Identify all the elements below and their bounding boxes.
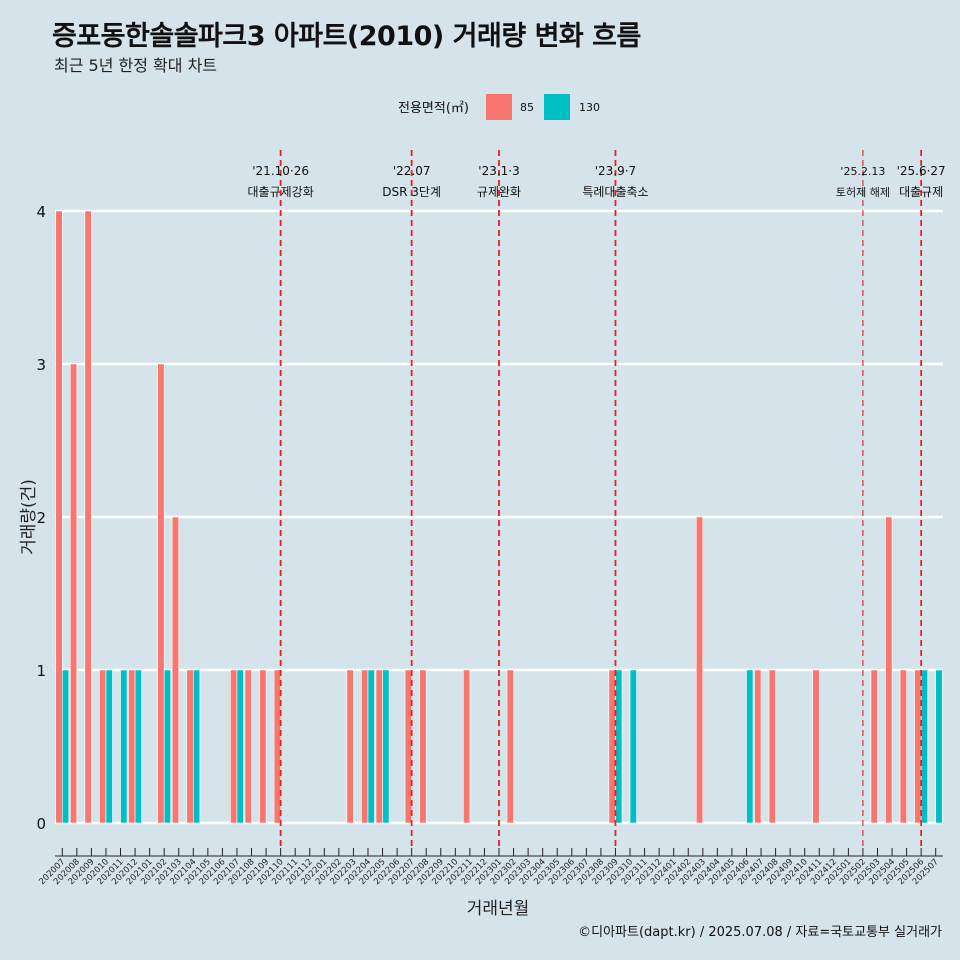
bar-85-202302 [506, 669, 514, 824]
bar-130-202507 [935, 669, 943, 824]
bars [55, 210, 943, 824]
legend: 전용면적(㎡) 85 130 [398, 94, 600, 120]
bar-85-202204 [361, 669, 369, 824]
bar-85-202411 [812, 669, 820, 824]
bar-130-202007 [61, 669, 70, 824]
bar-85-202008 [69, 363, 78, 824]
bar-130-202506 [920, 669, 929, 824]
event-label: 토허제 해제 [836, 185, 890, 199]
bar-85-202309 [608, 669, 616, 824]
bar-85-202503 [870, 669, 878, 824]
bar-130-202309 [615, 669, 623, 824]
event-date-label: '22.07 [393, 164, 431, 178]
bar-85-202102 [157, 363, 165, 824]
bar-85-202007 [55, 210, 63, 824]
event-date-label: '21.10·26 [252, 164, 309, 178]
bar-130-202102 [163, 669, 172, 824]
event-date-label: '25.6·27 [897, 164, 946, 178]
bar-130-202205 [382, 669, 390, 824]
chart-subtitle: 최근 5년 한정 확대 차트 [54, 56, 218, 75]
y-tick-label: 1 [36, 662, 46, 680]
event-label: 규제완화 [477, 185, 521, 199]
bar-85-202407 [754, 669, 762, 824]
y-axis-title: 거래량(건) [19, 479, 39, 555]
bar-85-202403 [695, 516, 704, 824]
bar-85-202009 [84, 210, 92, 824]
bar-85-202505 [899, 669, 907, 824]
bar-85-202504 [885, 516, 893, 824]
bar-85-202108 [244, 669, 252, 824]
event-label: 대출규제강화 [248, 185, 314, 199]
y-tick-label: 2 [36, 509, 46, 527]
y-axis-ticks: 0 1 2 3 4 [36, 203, 46, 833]
y-tick-label: 3 [36, 356, 46, 374]
bar-130-202104 [192, 669, 201, 824]
bar-85-202205 [375, 669, 383, 824]
legend-title: 전용면적(㎡) [398, 101, 469, 116]
bar-85-202107 [230, 669, 238, 824]
bar-85-202203 [346, 669, 354, 824]
y-tick-label: 0 [36, 815, 46, 833]
bar-130-202010 [105, 669, 113, 824]
legend-swatch-85 [486, 94, 512, 120]
event-date-label: '23.9·7 [595, 164, 636, 178]
bar-130-202011 [120, 669, 128, 824]
bar-130-202012 [134, 669, 142, 824]
event-date-label: '23.1·3 [478, 164, 519, 178]
bar-85-202010 [99, 669, 107, 824]
event-label: 특례대출축소 [582, 185, 648, 199]
event-markers: '21.10·26 대출규제강화 '22.07 DSR 3단계 '23.1·3 규제완화 '… [248, 150, 946, 850]
event-label: DSR 3단계 [382, 185, 441, 199]
bar-130-202310 [629, 669, 637, 824]
chart-title: 증포동한솔솔파크3 아파트(2010) 거래량 변화 흐름 [52, 21, 641, 52]
bar-85-202109 [259, 669, 267, 824]
bar-85-202110 [273, 669, 281, 824]
bar-85-202208 [419, 669, 427, 824]
legend-label-130: 130 [579, 101, 600, 114]
event-date-label: '25.2.13 [840, 165, 885, 178]
bar-85-202211 [463, 669, 471, 824]
bar-130-202406 [746, 669, 754, 824]
bar-85-202012 [128, 669, 136, 824]
x-axis-title: 거래년월 [467, 899, 530, 919]
legend-swatch-130 [544, 94, 570, 120]
bar-130-202204 [367, 669, 375, 824]
source-caption: ©디아파트(dapt.kr) / 2025.07.08 / 자료=국토교통부 실… [578, 925, 942, 940]
legend-label-85: 85 [520, 101, 534, 114]
x-axis: 2020072020082020092020102020112020122021… [37, 848, 943, 887]
bar-85-202408 [768, 669, 776, 824]
bar-85-202103 [171, 516, 180, 824]
y-tick-label: 4 [36, 203, 46, 221]
event-label: 대출규제 [899, 185, 943, 199]
bar-130-202107 [236, 669, 244, 824]
bar-85-202506 [914, 669, 922, 824]
bar-85-202104 [186, 669, 194, 824]
bar-85-202207 [404, 669, 412, 824]
